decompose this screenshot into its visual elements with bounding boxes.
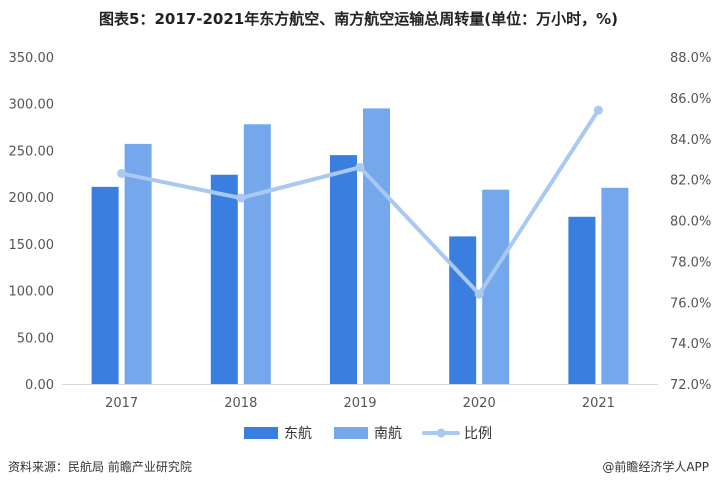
footer: 资料来源：民航局 前瞻产业研究院 @前瞻经济学人APP — [8, 456, 709, 476]
y-left-tick-label: 300.00 — [9, 98, 55, 113]
bar — [330, 155, 357, 384]
x-tick-label: 2018 — [224, 396, 257, 411]
line-point — [474, 289, 484, 299]
y-right-tick-label: 72.0% — [670, 378, 711, 393]
legend-swatch — [334, 427, 368, 439]
y-left-tick-label: 250.00 — [9, 144, 55, 159]
y-right-tick-label: 84.0% — [670, 133, 711, 148]
bar — [482, 189, 510, 384]
line-point — [593, 105, 603, 115]
bar — [363, 108, 390, 384]
y-left-tick-label: 0.00 — [25, 378, 54, 393]
bar — [568, 216, 596, 384]
chart-area: 0.00 50.00 100.00 150.00 200.00 250.00 300.00 3… — [0, 36, 717, 456]
y-left-tick-label: 350.00 — [9, 51, 55, 66]
y-right-tick-label: 80.0% — [670, 215, 711, 230]
bar — [243, 124, 271, 385]
y-right-tick-label: 78.0% — [670, 255, 711, 270]
line-point — [355, 162, 365, 172]
chart-title: 图表5：2017-2021年东方航空、南方航空运输总周转量(单位：万小时，%) — [99, 10, 618, 28]
y-right-tick-label: 88.0% — [670, 51, 711, 66]
legend-label: 比例 — [464, 426, 492, 442]
chart-svg: 0.00 50.00 100.00 150.00 200.00 250.00 300.00 3… — [9, 51, 712, 442]
y-left-tick-label: 50.00 — [17, 331, 54, 346]
legend-label: 东航 — [284, 426, 312, 442]
line-point — [236, 193, 246, 203]
y-right-tick-label: 76.0% — [670, 296, 711, 311]
y-left-tick-label: 200.00 — [9, 191, 55, 206]
y-left-tick-label: 100.00 — [9, 285, 55, 300]
y-right-tick-label: 74.0% — [670, 337, 711, 352]
y-right-tick-label: 82.0% — [670, 174, 711, 189]
x-tick-label: 2020 — [463, 396, 496, 411]
series-line — [119, 108, 601, 297]
legend-swatch-dot — [436, 428, 446, 438]
legend-label: 南航 — [374, 426, 402, 442]
x-tick-label: 2021 — [582, 396, 615, 411]
legend-swatch — [244, 427, 278, 439]
y-left-tick-label: 150.00 — [9, 238, 55, 253]
y-right-tick-label: 86.0% — [670, 92, 711, 107]
x-tick-label: 2017 — [105, 396, 138, 411]
line-point — [117, 168, 127, 178]
brand-credit: @前瞻经济学人APP — [602, 460, 709, 474]
bar — [124, 143, 152, 384]
bar — [210, 174, 238, 384]
x-tick-label: 2019 — [343, 396, 376, 411]
bar — [601, 187, 629, 384]
source-note: 资料来源：民航局 前瞻产业研究院 — [8, 460, 192, 474]
bar — [449, 236, 477, 384]
bar — [91, 186, 119, 384]
